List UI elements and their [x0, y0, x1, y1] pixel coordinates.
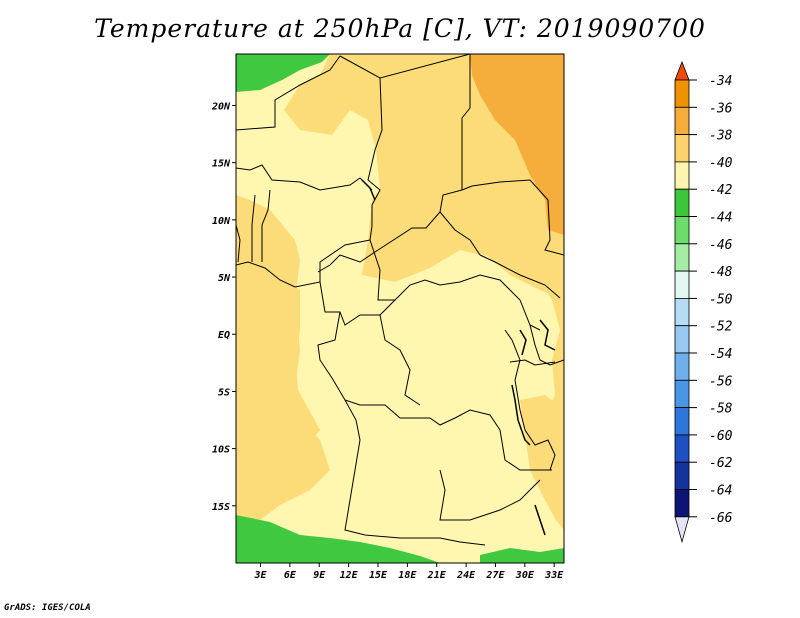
colorbar-label: -34 [709, 74, 732, 89]
colorbar-swatch [674, 134, 690, 163]
colorbar-swatch [674, 461, 690, 490]
y-tick-label: EQ [218, 330, 230, 341]
colorbar-label: -38 [709, 129, 733, 144]
temperature-fill-cold [236, 515, 440, 563]
colorbar-swatch [674, 270, 690, 299]
x-tick-label: 27E [485, 570, 505, 581]
country-borders [236, 54, 564, 546]
colorbar-label: -54 [709, 347, 732, 362]
colorbar-label: -60 [709, 429, 733, 444]
colorbar-bottom-arrow [674, 516, 690, 544]
colorbar-label: -46 [709, 238, 733, 253]
y-tick-label: 15S [212, 502, 230, 513]
y-axis-labels: 20N 15N 10N 5N EQ 5S 10S 15S [211, 101, 231, 512]
map-title: Temperature at 250hPa [C], VT: 201909070… [94, 14, 706, 43]
x-tick-label: 9E [313, 570, 326, 581]
colorbar-swatch [674, 188, 690, 217]
colorbar-label: -40 [709, 156, 733, 171]
axis-ticks [232, 104, 555, 567]
x-tick-label: 3E [253, 570, 267, 581]
y-tick-label: 5S [218, 387, 230, 398]
colorbar-swatch [674, 489, 690, 518]
y-tick-label: 15N [212, 159, 231, 170]
colorbar-label: -52 [709, 320, 733, 335]
y-tick-label: 10S [212, 445, 230, 456]
colorbar-top-arrow [674, 60, 690, 81]
map-frame [235, 53, 565, 564]
colorbar-label: -44 [709, 211, 732, 226]
temperature-fill-cold [236, 54, 330, 92]
x-tick-label: 6E [284, 570, 297, 581]
colorbar-swatch [674, 352, 690, 381]
colorbar-label: -62 [709, 456, 733, 471]
colorbar-swatch [674, 161, 690, 190]
colorbar-label: -66 [709, 511, 733, 526]
lakes [361, 179, 556, 536]
colorbar-swatch [674, 325, 690, 354]
y-tick-label: 5N [218, 273, 231, 284]
colorbar-label: -56 [709, 374, 733, 389]
y-tick-label: 20N [211, 101, 231, 112]
x-tick-label: 15E [369, 570, 388, 581]
x-tick-label: 21E [427, 570, 447, 581]
colorbar-swatch [674, 434, 690, 463]
credit-text: GrADS: IGES/COLA [4, 603, 91, 613]
colorbar-label: -64 [709, 484, 732, 499]
map-fill [236, 54, 564, 563]
x-axis-labels: 3E 6E 9E 12E 15E 18E 21E 24E 27E 30E 33E [253, 570, 564, 581]
temperature-fill-mid [520, 395, 564, 520]
colorbar-label: -58 [709, 402, 733, 417]
temperature-fill-light [236, 54, 564, 563]
x-tick-label: 24E [456, 570, 476, 581]
colorbar-swatch [674, 297, 690, 327]
temperature-fill-mid [236, 250, 320, 470]
colorbar-swatch [674, 216, 690, 245]
x-tick-label: 30E [515, 570, 535, 581]
colorbar-swatch [674, 407, 690, 436]
temperature-fill-cold [480, 548, 564, 563]
temperature-fill-warm [470, 54, 564, 235]
colorbar-swatch [674, 79, 690, 108]
colorbar-swatch [674, 106, 690, 136]
colorbar-label: -48 [709, 265, 733, 280]
colorbar-label: -36 [709, 101, 733, 116]
colorbar-label: -50 [709, 292, 733, 307]
colorbar-swatch [674, 243, 690, 272]
x-tick-label: 18E [398, 570, 417, 581]
colorbar-label: -42 [709, 183, 733, 198]
y-tick-label: 10N [212, 216, 231, 227]
colorbar-swatch [674, 379, 690, 408]
x-tick-label: 12E [340, 570, 359, 581]
x-tick-label: 33E [544, 570, 564, 581]
